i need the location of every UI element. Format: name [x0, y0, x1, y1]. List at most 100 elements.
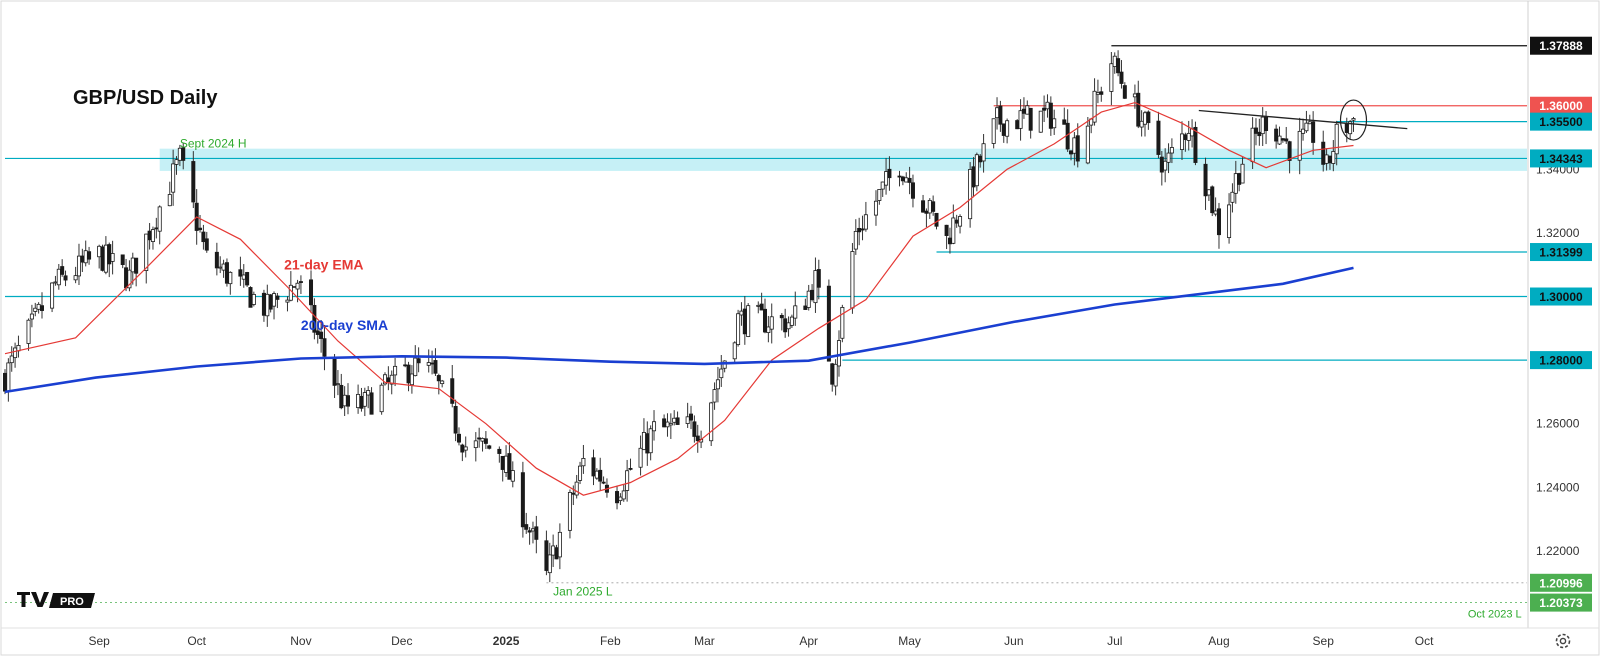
candle: [719, 355, 724, 387]
candle: [150, 226, 155, 250]
candle: [63, 270, 68, 287]
candle: [621, 484, 626, 502]
candle-body: [359, 395, 364, 409]
candle-body: [1324, 154, 1329, 164]
candle: [335, 370, 340, 396]
candle-body: [1146, 111, 1151, 124]
candle-body: [1139, 120, 1144, 128]
candle-body: [1156, 120, 1161, 155]
candle: [998, 100, 1003, 132]
x-tick-label: Jun: [1004, 634, 1023, 648]
candle: [13, 342, 18, 368]
x-tick-label: Nov: [290, 634, 311, 648]
candle: [601, 476, 606, 485]
candle-body: [100, 246, 105, 271]
candle: [534, 515, 539, 554]
candle-body: [1119, 71, 1124, 84]
candle-body: [830, 363, 835, 385]
candle: [440, 379, 445, 388]
candle: [789, 314, 794, 329]
candle-body: [497, 448, 502, 454]
candle: [56, 264, 61, 290]
candle-body: [995, 107, 1000, 119]
candle-body: [557, 531, 562, 558]
candle: [1028, 107, 1033, 139]
candle-body: [958, 216, 963, 227]
candle: [759, 292, 764, 311]
candle: [668, 413, 673, 439]
candle: [1297, 117, 1302, 175]
price-tag-label: 1.36000: [1539, 99, 1583, 113]
candle-body: [1287, 141, 1292, 161]
candle-body: [873, 200, 878, 216]
candle: [1166, 143, 1171, 174]
candle: [120, 254, 125, 269]
candle: [1334, 120, 1339, 166]
candle: [1075, 123, 1080, 168]
candle-body: [900, 176, 905, 182]
candle-body: [567, 492, 572, 531]
candle: [877, 189, 882, 205]
candle: [228, 271, 233, 295]
candle-body: [719, 368, 724, 379]
candle: [527, 527, 532, 545]
candle-body: [695, 435, 700, 442]
candle-body: [904, 177, 909, 183]
candle-body: [924, 210, 929, 214]
candle-body: [487, 445, 492, 449]
candle-body: [1344, 123, 1349, 133]
time-axis: Sep Oct Nov Dec 2025 Feb Mar Apr May Jun Jul Aug Sep…: [88, 634, 1434, 648]
candle: [393, 357, 398, 387]
candle: [907, 166, 912, 195]
price-tag: [1530, 36, 1592, 55]
y-tick-label: 1.26000: [1536, 417, 1580, 431]
candle-body: [312, 304, 317, 333]
candle-body: [1122, 85, 1127, 99]
candle: [9, 346, 14, 372]
candle: [433, 348, 438, 376]
gear-icon[interactable]: [1555, 633, 1571, 649]
candle-body: [342, 394, 347, 407]
candle: [1287, 140, 1292, 174]
candle-body: [80, 255, 85, 263]
candle: [897, 170, 902, 187]
candle-body: [426, 362, 431, 366]
candle: [968, 162, 973, 228]
x-tick-label: Sep: [88, 634, 110, 648]
x-tick-label: Dec: [391, 634, 412, 648]
candle-body: [692, 421, 697, 437]
x-tick-label: Mar: [694, 634, 715, 648]
candle-body: [1257, 131, 1262, 137]
candle-body: [9, 355, 14, 364]
candle: [456, 427, 461, 446]
candle: [1240, 157, 1245, 184]
candle: [736, 309, 741, 347]
candle: [591, 449, 596, 486]
candle-body: [1095, 92, 1100, 95]
y-tick-label: 1.32000: [1536, 226, 1580, 240]
candle-body: [759, 303, 764, 311]
price-tag: [1530, 351, 1592, 370]
candle: [319, 320, 324, 353]
candle-body: [275, 295, 280, 300]
candle-body: [60, 266, 65, 275]
candle: [1122, 82, 1127, 100]
candle-body: [850, 251, 855, 309]
candle: [76, 243, 81, 286]
candle: [309, 270, 314, 313]
candle: [272, 291, 277, 320]
price-tag-label: 1.28000: [1539, 354, 1583, 368]
candle-body: [1001, 123, 1006, 136]
candle: [746, 303, 751, 338]
candle: [910, 174, 915, 208]
candle: [628, 458, 633, 471]
price-tag-label: 1.30000: [1539, 290, 1583, 304]
candle: [251, 291, 256, 307]
candle-body: [1112, 55, 1117, 67]
candle-body: [147, 230, 152, 241]
candle: [346, 383, 351, 415]
candle: [675, 411, 680, 425]
candle-body: [322, 338, 327, 357]
candle: [473, 432, 478, 462]
